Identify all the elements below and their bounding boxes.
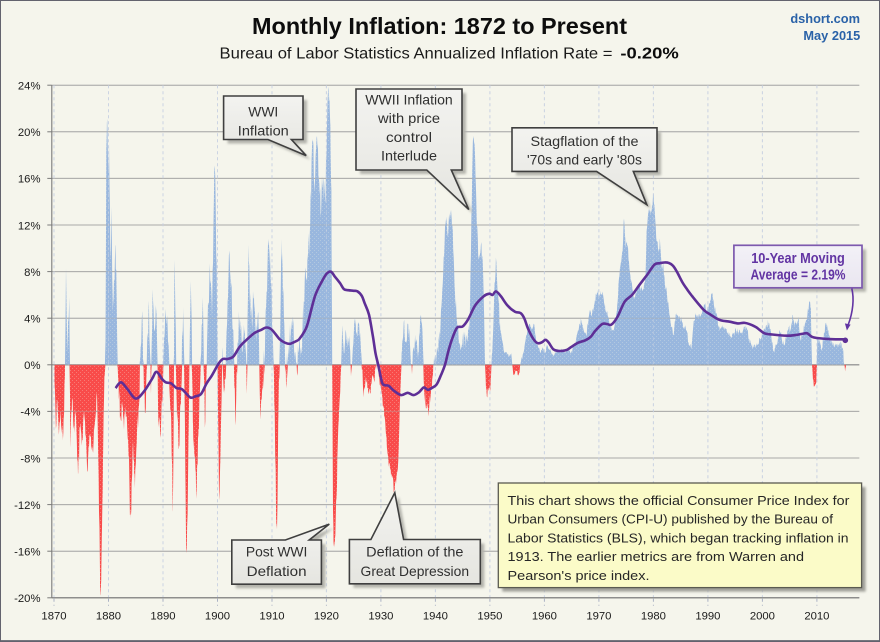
svg-text:Bureau of Labor Statistics Ann: Bureau of Labor Statistics Annualized In… [220,46,613,63]
svg-text:1910: 1910 [259,611,284,623]
svg-text:1940: 1940 [423,611,448,623]
svg-text:12%: 12% [18,220,41,232]
svg-text:Post WWI: Post WWI [246,545,308,560]
svg-text:20%: 20% [18,127,41,139]
svg-text:-0.20%: -0.20% [620,46,678,63]
svg-text:Average = 2.19%: Average = 2.19% [751,268,846,284]
svg-text:Great Depression: Great Depression [361,564,470,579]
svg-text:Inflation: Inflation [238,124,289,139]
svg-text:1990: 1990 [695,611,720,623]
svg-text:16%: 16% [18,174,41,186]
svg-text:-16%: -16% [14,547,40,559]
svg-text:24%: 24% [18,81,41,93]
svg-text:2000: 2000 [750,611,775,623]
svg-text:10-Year Moving: 10-Year Moving [751,251,845,267]
svg-text:Deflation: Deflation [247,564,307,579]
svg-text:with price: with price [377,111,440,126]
svg-text:0%: 0% [24,360,40,372]
svg-text:1970: 1970 [586,611,611,623]
svg-text:May 2015: May 2015 [803,28,860,43]
svg-text:1930: 1930 [368,611,393,623]
svg-text:-8%: -8% [20,453,40,465]
svg-text:2010: 2010 [804,611,829,623]
svg-text:This chart shows the official: This chart shows the official Consumer P… [508,494,850,508]
svg-text:4%: 4% [24,314,40,326]
svg-text:'70s and early '80s: '70s and early '80s [527,153,642,168]
svg-text:Interlude: Interlude [381,149,437,164]
svg-text:-12%: -12% [14,500,40,512]
svg-text:1980: 1980 [641,611,666,623]
svg-text:-20%: -20% [14,593,40,605]
svg-text:1950: 1950 [477,611,502,623]
svg-text:Pearson's price index.: Pearson's price index. [508,569,650,583]
svg-text:Monthly Inflation: 1872 to Pre: Monthly Inflation: 1872 to Present [252,13,627,39]
svg-text:dshort.com: dshort.com [790,11,860,26]
svg-text:8%: 8% [24,267,40,279]
svg-text:Deflation of the: Deflation of the [366,544,463,559]
svg-text:1960: 1960 [532,611,557,623]
svg-text:Stagflation of the: Stagflation of the [531,134,639,149]
svg-text:1870: 1870 [41,611,66,623]
svg-text:control: control [386,130,432,145]
svg-text:1920: 1920 [314,611,339,623]
svg-text:1900: 1900 [205,611,230,623]
svg-text:-4%: -4% [20,407,40,419]
svg-text:WWII Inflation: WWII Inflation [365,93,453,108]
svg-text:1880: 1880 [96,611,121,623]
svg-text:Labor Statistics (BLS), which: Labor Statistics (BLS), which began trac… [508,531,849,545]
svg-text:1913. The earlier metrics are: 1913. The earlier metrics are from Warre… [508,550,805,564]
svg-text:Urban Consumers (CPI-U) publis: Urban Consumers (CPI-U) published by the… [508,513,834,527]
svg-text:WWI: WWI [248,105,278,120]
svg-text:1890: 1890 [150,611,175,623]
